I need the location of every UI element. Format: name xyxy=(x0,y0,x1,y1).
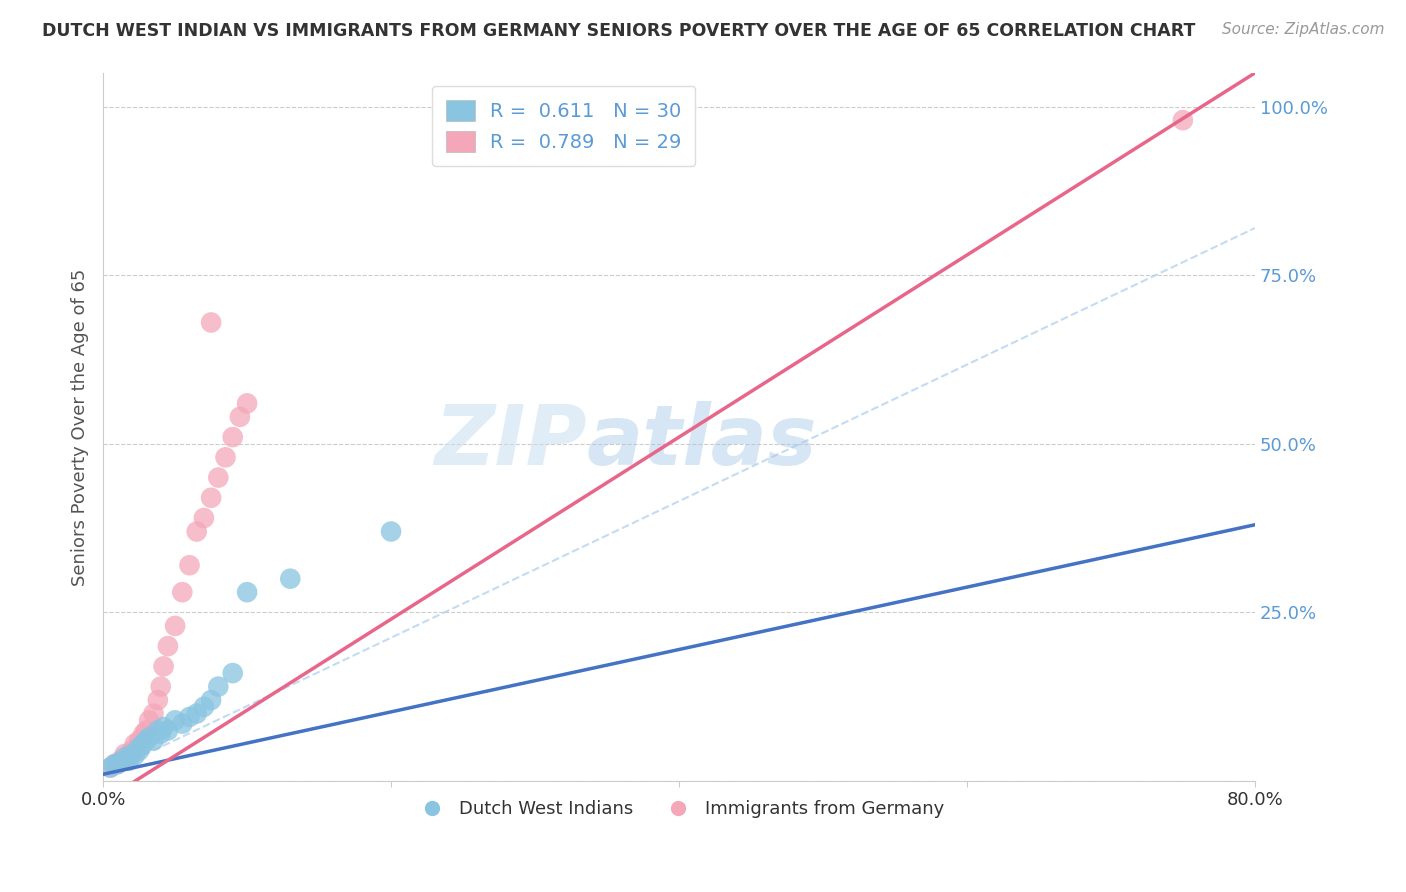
Point xyxy=(172,716,194,731)
Point xyxy=(132,727,155,741)
Point xyxy=(278,572,301,586)
Point xyxy=(121,747,143,761)
Point xyxy=(200,316,222,330)
Point xyxy=(229,409,252,424)
Point xyxy=(146,693,169,707)
Legend: Dutch West Indians, Immigrants from Germany: Dutch West Indians, Immigrants from Germ… xyxy=(406,793,952,825)
Point xyxy=(132,737,155,751)
Point xyxy=(121,744,143,758)
Point xyxy=(118,754,141,768)
Point xyxy=(128,744,150,758)
Point xyxy=(179,558,201,573)
Point xyxy=(152,659,174,673)
Point xyxy=(104,757,127,772)
Point xyxy=(172,585,194,599)
Point xyxy=(149,680,172,694)
Point xyxy=(152,720,174,734)
Point xyxy=(207,680,229,694)
Point xyxy=(193,699,215,714)
Point xyxy=(222,430,245,444)
Point xyxy=(107,757,129,772)
Point xyxy=(236,585,259,599)
Point xyxy=(110,755,132,769)
Point xyxy=(186,524,208,539)
Point xyxy=(114,747,136,761)
Point xyxy=(142,706,165,721)
Point xyxy=(149,727,172,741)
Point xyxy=(186,706,208,721)
Point xyxy=(146,723,169,738)
Point xyxy=(128,733,150,747)
Point xyxy=(207,470,229,484)
Point xyxy=(98,760,121,774)
Text: atlas: atlas xyxy=(586,401,817,482)
Point xyxy=(193,511,215,525)
Text: DUTCH WEST INDIAN VS IMMIGRANTS FROM GERMANY SENIORS POVERTY OVER THE AGE OF 65 : DUTCH WEST INDIAN VS IMMIGRANTS FROM GER… xyxy=(42,22,1195,40)
Point xyxy=(107,757,129,772)
Point xyxy=(214,450,236,465)
Text: Source: ZipAtlas.com: Source: ZipAtlas.com xyxy=(1222,22,1385,37)
Y-axis label: Seniors Poverty Over the Age of 65: Seniors Poverty Over the Age of 65 xyxy=(72,268,89,586)
Point xyxy=(124,737,146,751)
Point xyxy=(138,714,160,728)
Point xyxy=(142,733,165,747)
Point xyxy=(124,748,146,763)
Text: ZIP: ZIP xyxy=(434,401,586,482)
Point xyxy=(236,396,259,410)
Point xyxy=(104,757,127,772)
Point xyxy=(118,748,141,763)
Point xyxy=(135,733,157,747)
Point xyxy=(165,714,187,728)
Point xyxy=(222,666,245,681)
Point xyxy=(179,710,201,724)
Point xyxy=(98,760,121,774)
Point xyxy=(200,491,222,505)
Point xyxy=(380,524,402,539)
Point xyxy=(114,754,136,768)
Point xyxy=(128,740,150,755)
Point xyxy=(114,750,136,764)
Point xyxy=(200,693,222,707)
Point xyxy=(165,619,187,633)
Point xyxy=(138,730,160,744)
Point xyxy=(156,639,179,653)
Point xyxy=(1171,113,1194,128)
Point xyxy=(110,754,132,768)
Point xyxy=(156,723,179,738)
Point xyxy=(135,723,157,738)
